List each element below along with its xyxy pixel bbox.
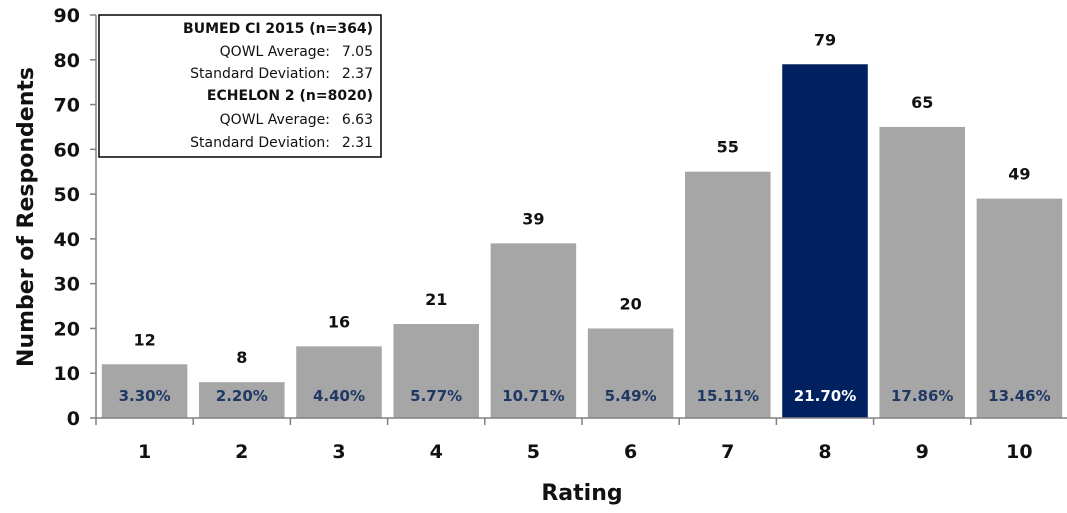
x-tick-label: 9 [916,441,929,463]
y-tick-label: 70 [54,95,80,117]
stats-group2-sd-value: 2.31 [342,135,373,151]
bar-percent-label: 13.46% [988,387,1050,405]
bar-value-label: 16 [328,312,350,331]
y-tick-label: 30 [54,274,80,296]
bar-value-label: 39 [522,209,544,228]
x-tick-label: 6 [624,441,637,463]
bar-value-label: 79 [814,30,836,49]
x-tick-label: 4 [430,441,443,463]
y-tick-label: 50 [54,184,80,206]
bar-percent-label: 17.86% [891,387,953,405]
bar-percent-label: 3.30% [119,387,171,405]
axis-layer [90,14,1067,425]
bar [782,64,868,418]
stats-group2-sd-label: Standard Deviation: [190,135,330,151]
bar-value-label: 55 [717,138,739,157]
x-tick-label: 3 [332,441,345,463]
y-tick-label: 10 [54,363,80,385]
x-tick-label: 1 [138,441,151,463]
bar [490,243,577,418]
bar [393,323,479,418]
bar [296,346,382,418]
y-tick-label: 40 [54,229,80,251]
stats-group1-title: BUMED CI 2015 (n=364) [183,21,373,37]
y-tick-label: 0 [67,408,80,430]
stats-box: BUMED CI 2015 (n=364) QOWL Average: 7.05… [98,14,382,158]
bar-value-label: 65 [911,93,933,112]
y-tick-label: 20 [54,318,80,340]
bar-percent-label: 15.11% [697,387,759,405]
bar-value-label: 8 [236,348,247,367]
y-tick-label: 60 [54,139,80,161]
bar-value-label: 49 [1008,165,1030,184]
bar [685,171,771,418]
stats-group2-avg-label: QOWL Average: [220,112,330,128]
bar-percent-label: 4.40% [313,387,365,405]
bar-value-label: 12 [133,330,155,349]
labels-layer: 0102030405060708090123.30%182.20%2164.40… [54,5,1051,463]
bar-percent-label: 10.71% [502,387,564,405]
bar-percent-label: 21.70% [794,387,856,405]
x-tick-label: 10 [1006,441,1032,463]
stats-box-border [98,14,382,158]
y-tick-label: 90 [54,5,80,27]
bar [976,198,1063,418]
y-tick-label: 80 [54,50,80,72]
stats-group2-title: ECHELON 2 (n=8020) [207,88,373,104]
bar-percent-label: 5.77% [410,387,462,405]
stats-group1-sd-label: Standard Deviation: [190,66,330,82]
stats-group1-sd-value: 2.37 [342,66,373,82]
bar-percent-label: 5.49% [605,387,657,405]
stats-group1-avg-label: QOWL Average: [220,44,330,60]
x-axis-title: Rating [541,481,622,506]
bars-layer [101,64,1063,418]
bar-value-label: 21 [425,290,447,309]
x-tick-label: 8 [818,441,831,463]
stats-group1-avg-value: 7.05 [342,44,373,60]
y-axis-title: Number of Respondents [14,67,39,367]
bar [879,126,965,418]
x-tick-label: 5 [527,441,540,463]
bar-value-label: 20 [619,294,641,313]
bar [101,364,188,418]
stats-group2-avg-value: 6.63 [342,112,373,128]
bar [199,382,285,418]
x-tick-label: 7 [721,441,734,463]
bar [587,328,674,418]
bar-percent-label: 2.20% [216,387,268,405]
x-tick-label: 2 [235,441,248,463]
